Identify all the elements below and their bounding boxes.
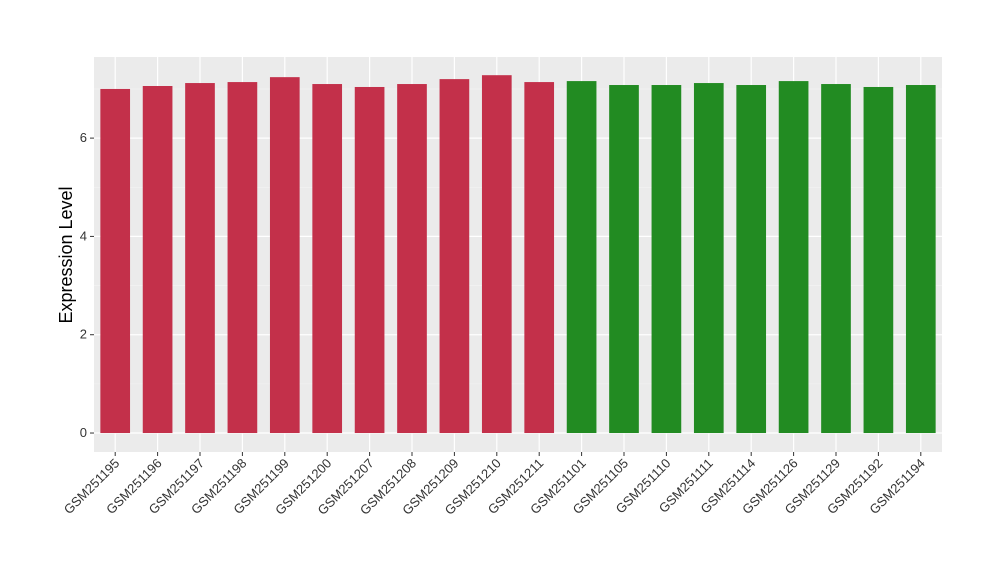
bar xyxy=(524,82,555,434)
bar xyxy=(651,85,682,434)
y-tick-label: 6 xyxy=(80,130,87,145)
bar xyxy=(905,85,936,434)
bar xyxy=(693,83,724,434)
y-tick-label: 0 xyxy=(80,425,87,440)
bar xyxy=(354,86,385,434)
bar xyxy=(863,86,894,434)
bar xyxy=(736,85,767,434)
bar xyxy=(185,83,215,434)
bar xyxy=(142,86,173,434)
bar xyxy=(609,85,639,434)
bar xyxy=(397,84,427,434)
y-tick-label: 2 xyxy=(80,327,87,342)
y-axis-label: Expression Level xyxy=(56,186,76,323)
bar xyxy=(821,84,851,434)
bar xyxy=(269,77,300,434)
bar xyxy=(312,84,343,434)
bar xyxy=(566,81,597,434)
bar xyxy=(227,82,258,434)
bar xyxy=(439,79,470,434)
bar xyxy=(778,81,809,434)
bar xyxy=(481,75,512,434)
y-tick-label: 4 xyxy=(80,228,87,243)
panel xyxy=(94,57,942,452)
bar xyxy=(100,88,131,434)
